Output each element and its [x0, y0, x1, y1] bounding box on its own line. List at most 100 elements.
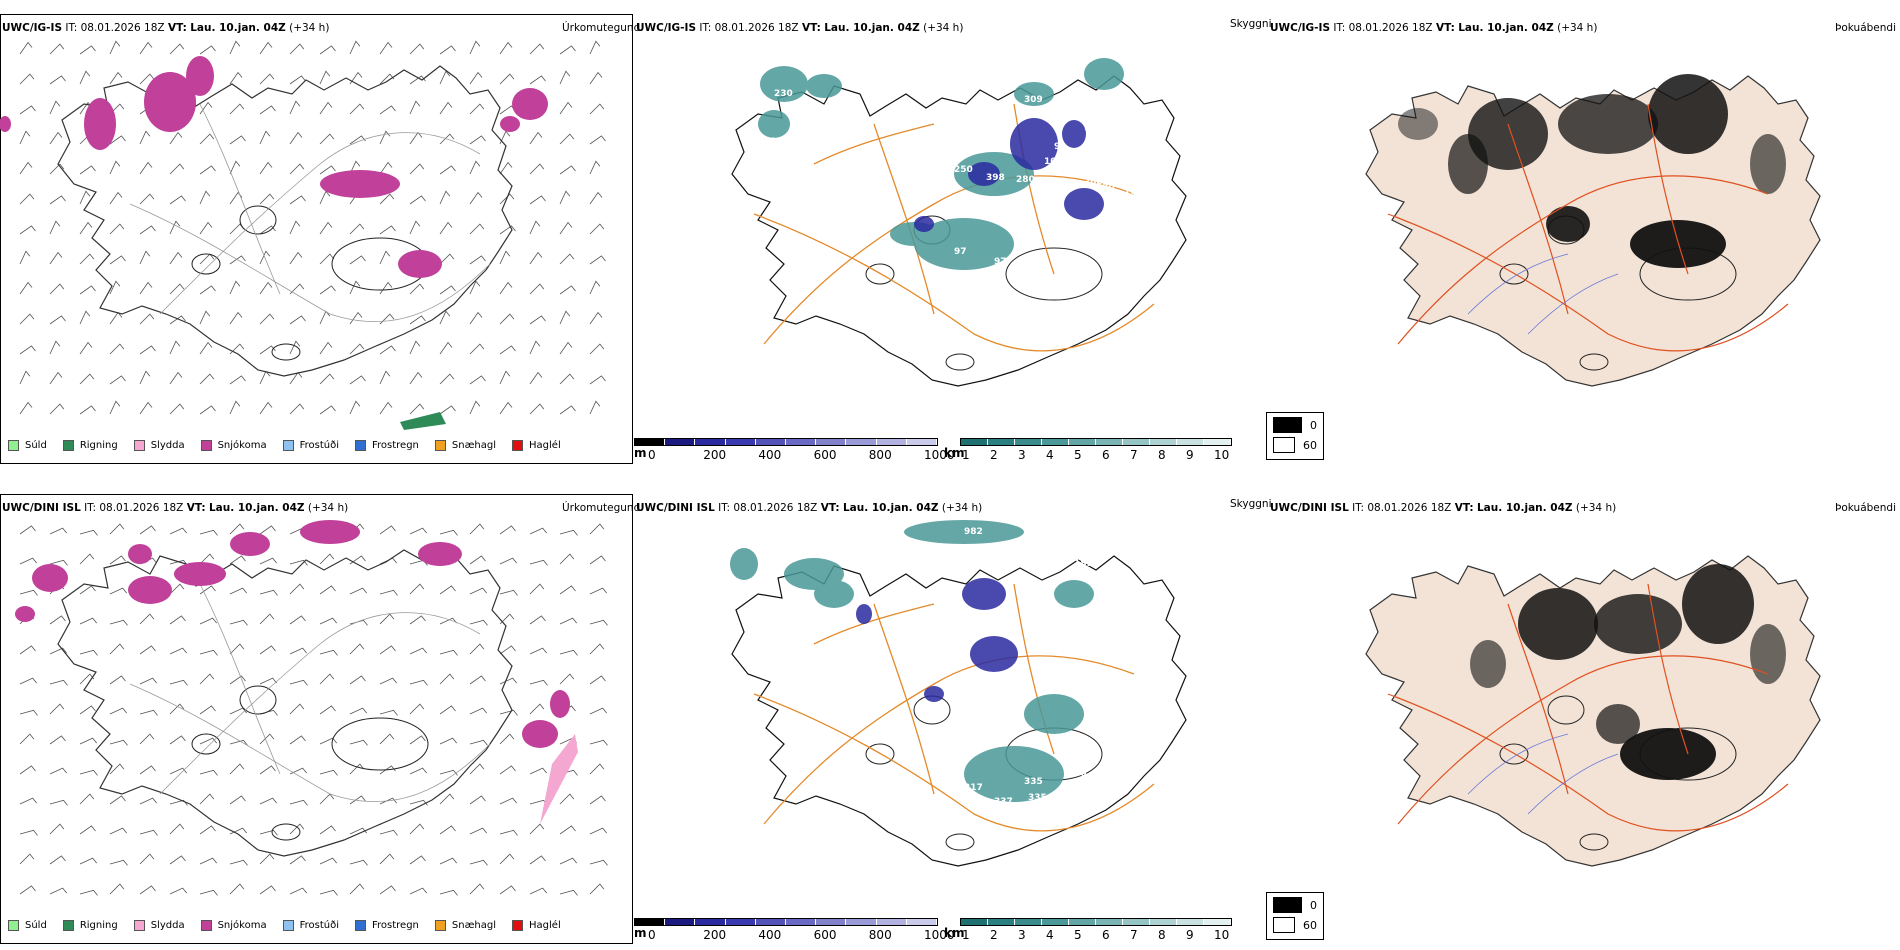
wind-barb [79, 857, 98, 865]
wind-barb [499, 313, 515, 325]
wind-barb [349, 103, 365, 115]
colorbar-tick: 3 [1018, 448, 1026, 462]
panel-header: UWC/DINI ISL IT: 08.01.2026 18Z VT: Lau.… [1270, 502, 1617, 514]
wind-barb [139, 853, 155, 865]
wind-barb [499, 225, 516, 235]
glacier-langjokull [1499, 263, 1529, 285]
fog-legend-label: 0 [1310, 418, 1317, 432]
wind-barb [49, 887, 68, 895]
panel-header: UWC/IG-IS IT: 08.01.2026 18Z VT: Lau. 10… [1270, 22, 1598, 34]
wind-barb [589, 739, 608, 746]
river [1527, 273, 1619, 335]
colorbar-segment [635, 439, 666, 445]
visibility-value-label: 98 [1086, 637, 1099, 647]
wind-barb [199, 617, 218, 625]
wind-barb [589, 675, 606, 685]
wind-barb [289, 340, 301, 355]
wind-barb [319, 165, 336, 175]
road [159, 612, 481, 795]
fog-legend: 0 60 [1266, 412, 1324, 460]
colorbar-segment [786, 439, 817, 445]
wind-barb [559, 190, 571, 205]
wind-barb [109, 643, 125, 655]
wind-barb [109, 343, 125, 355]
wind-barb [319, 825, 336, 835]
wind-barb [439, 101, 453, 115]
wind-barb [289, 647, 308, 655]
colorbar-segment [1150, 919, 1177, 925]
wind-barb [259, 525, 276, 535]
river [1527, 753, 1619, 815]
colorbar-tick: 600 [813, 928, 837, 942]
legend-item: Rigning [62, 920, 118, 931]
rivers [1467, 253, 1619, 335]
wind-barb [289, 315, 306, 325]
wind-barb [499, 797, 518, 805]
colorbar-segment [695, 439, 726, 445]
glacier-myrdalsjokull [271, 343, 301, 361]
wind-barb [469, 883, 485, 895]
wind-barb [409, 315, 426, 325]
map-frame [0, 14, 633, 464]
visibility-value-label: 335 [1028, 793, 1047, 803]
visibility-panel-row2: 982 335 217 157 181 107 64 98 106 337 335 217 181 30 [634, 494, 1268, 944]
wind-barb [499, 557, 518, 565]
panel-title-visibility: Skyggni [1230, 498, 1272, 510]
wind-barb [439, 133, 455, 145]
wind-barb [49, 43, 65, 55]
colorbar-tick: 400 [758, 928, 782, 942]
snowfall-area [84, 98, 116, 150]
wind-barb [109, 859, 128, 866]
wind-barb [529, 527, 548, 535]
legend-label: Frostregn [372, 440, 419, 451]
visibility-value-label: 205 [1132, 175, 1151, 185]
wind-barb [559, 617, 578, 625]
wind-barb [319, 769, 338, 776]
fog-shade [1546, 206, 1590, 242]
wind-barb [589, 280, 601, 295]
wind-barb [439, 70, 451, 85]
wind-barb [79, 70, 91, 85]
iceland-outline [57, 545, 513, 857]
visibility-panel-row1: 834 230 18 242 200 309 97 99 91 250 398 280 208 130 10… [634, 14, 1268, 464]
road [159, 132, 481, 315]
panel-title-fog: Þokuábendi [1835, 502, 1896, 514]
wind-barb [289, 799, 308, 806]
wind-barb [169, 163, 185, 175]
road [129, 203, 491, 322]
wind-barb [529, 823, 545, 835]
wind-barb [49, 195, 66, 205]
wind-barb [559, 101, 573, 115]
wind-barb [199, 793, 215, 805]
wind-barb [109, 191, 123, 205]
visibility-km-area [964, 746, 1064, 802]
wind-barb [529, 75, 546, 85]
wind-barb [379, 313, 395, 325]
legend-item: Slydda [133, 920, 185, 931]
wind-barb [289, 43, 305, 55]
wind-barb [379, 250, 391, 265]
visibility-value-label: 217 [1054, 801, 1073, 811]
wind-barb [379, 677, 398, 685]
wind-barb [409, 75, 426, 85]
wind-barb [79, 373, 95, 385]
wind-barb [169, 615, 186, 625]
wind-barb [409, 703, 425, 715]
glacier-myrdalsjokull [271, 823, 301, 841]
road [813, 123, 935, 165]
roads [753, 583, 1155, 832]
wind-barb [379, 645, 396, 655]
fog-shade [1750, 134, 1786, 194]
wind-barb [349, 859, 368, 866]
wind-barb [529, 647, 548, 655]
wind-barb [319, 793, 335, 805]
colorbar-segment [1069, 919, 1096, 925]
wind-barb [559, 405, 576, 415]
wind-barb [199, 673, 215, 685]
coastline [731, 75, 1187, 387]
wind-barb [559, 285, 576, 295]
colorbar-tick: 9 [1186, 448, 1194, 462]
wind-barb [19, 105, 36, 115]
visibility-km-area [758, 110, 790, 138]
colorbar-segment [1123, 919, 1150, 925]
